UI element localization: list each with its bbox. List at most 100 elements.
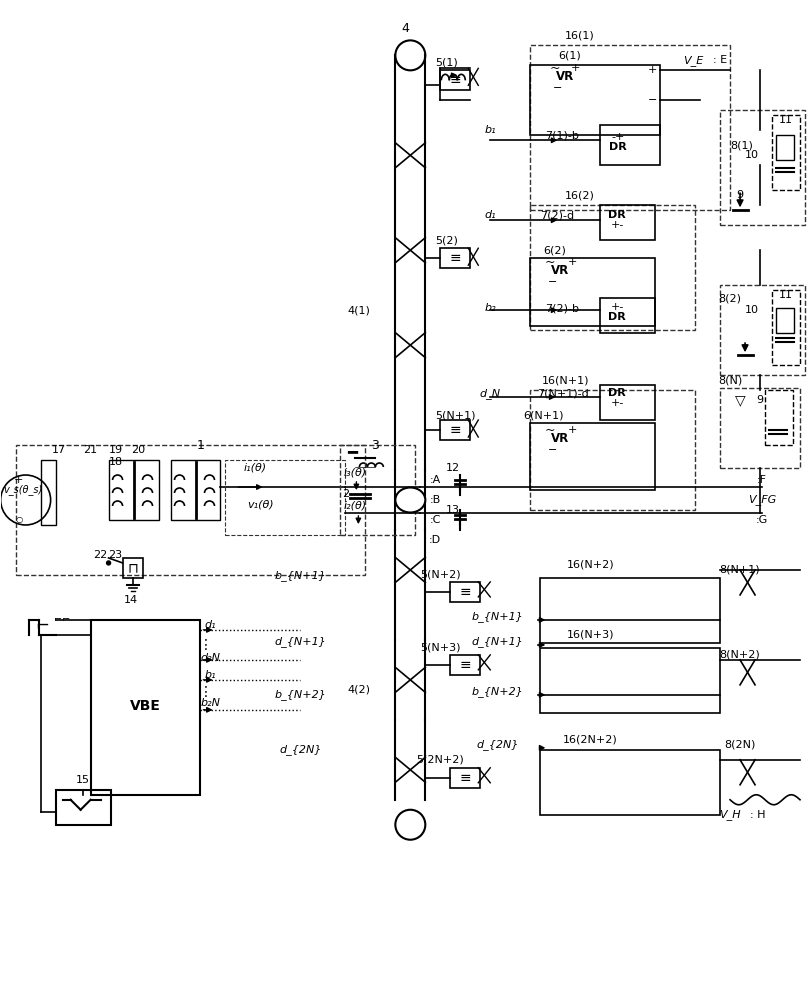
Text: b_{N+2}: b_{N+2}: [274, 689, 326, 700]
Text: −: −: [553, 83, 562, 93]
Text: DR: DR: [608, 210, 626, 220]
Bar: [530, 45, 730, 210]
Bar: [720, 110, 805, 225]
Text: 9: 9: [756, 395, 764, 405]
Ellipse shape: [396, 488, 426, 512]
Text: +: +: [567, 425, 577, 435]
Bar: [56, 790, 111, 825]
Text: :F: :F: [757, 475, 767, 485]
Text: 5(2): 5(2): [435, 235, 458, 245]
Text: 4(2): 4(2): [347, 685, 371, 695]
Text: ≡: ≡: [450, 251, 461, 265]
Text: 16(N+3): 16(N+3): [566, 630, 614, 640]
Text: d₁: d₁: [205, 620, 216, 630]
Text: 8(2N): 8(2N): [724, 740, 756, 750]
Text: d₂N: d₂N: [201, 653, 221, 663]
Text: V_H: V_H: [719, 809, 741, 820]
Text: ⌐⌐: ⌐⌐: [54, 613, 70, 623]
Bar: [720, 285, 805, 375]
Text: d_{2N}: d_{2N}: [279, 744, 322, 755]
Text: DR: DR: [608, 388, 626, 398]
Text: : H: : H: [750, 810, 766, 820]
Text: −: −: [548, 445, 557, 455]
Text: 6(2): 6(2): [543, 245, 566, 255]
Text: 5(1): 5(1): [435, 57, 458, 67]
Bar: [600, 385, 655, 420]
Bar: [226, 460, 345, 535]
Text: ≡: ≡: [450, 423, 461, 437]
Text: d₁: d₁: [485, 210, 496, 220]
Text: 5(N+2): 5(N+2): [420, 570, 460, 580]
Text: ~: ~: [545, 424, 556, 437]
Text: : E: : E: [713, 55, 727, 65]
Text: 6(1): 6(1): [558, 50, 581, 60]
Bar: [341, 445, 415, 535]
Bar: [772, 115, 800, 190]
Text: ≡: ≡: [460, 585, 471, 599]
Text: +-: +-: [611, 398, 624, 408]
Text: 7(1)-b: 7(1)-b: [545, 130, 579, 140]
Text: 5(2N+2): 5(2N+2): [417, 755, 464, 765]
Text: ━: ━: [347, 443, 358, 461]
Text: ≡: ≡: [460, 658, 471, 672]
Bar: [600, 205, 655, 240]
Text: b_{N+1}: b_{N+1}: [274, 570, 326, 581]
Text: 5(N+3): 5(N+3): [420, 643, 460, 653]
Text: VBE: VBE: [130, 699, 161, 713]
Text: :B: :B: [430, 495, 441, 505]
Bar: [776, 135, 794, 160]
Text: 7(2)-b: 7(2)-b: [545, 303, 579, 313]
Text: V_FG: V_FG: [748, 495, 776, 505]
Text: 5(N+1): 5(N+1): [435, 410, 476, 420]
Bar: [530, 205, 695, 330]
Text: ○: ○: [15, 515, 23, 524]
Text: 4: 4: [401, 22, 409, 35]
Bar: [530, 423, 655, 490]
Bar: [451, 582, 481, 602]
Bar: [720, 388, 800, 468]
Text: −: −: [548, 277, 557, 287]
Text: ≡: ≡: [460, 771, 471, 785]
Text: ≡: ≡: [450, 73, 461, 87]
Bar: [91, 620, 201, 795]
Text: +-: +-: [611, 302, 624, 312]
Bar: [108, 460, 159, 520]
Text: +: +: [567, 257, 577, 267]
Bar: [540, 648, 720, 713]
Text: DR: DR: [609, 142, 627, 152]
Bar: [440, 248, 470, 268]
Text: 8(1): 8(1): [730, 140, 753, 150]
Text: 18: 18: [108, 457, 123, 467]
Text: b₁: b₁: [485, 125, 496, 135]
Text: 8(N): 8(N): [718, 375, 742, 385]
Text: ~: ~: [550, 62, 561, 75]
Bar: [122, 558, 142, 578]
Text: i₁(θ): i₁(θ): [244, 462, 267, 472]
Text: 16(2N+2): 16(2N+2): [563, 735, 617, 745]
Text: 20: 20: [132, 445, 146, 455]
Text: 16(2): 16(2): [565, 190, 595, 200]
Bar: [440, 420, 470, 440]
Bar: [776, 308, 794, 333]
Text: +: +: [14, 475, 23, 485]
Text: 17: 17: [52, 445, 66, 455]
Text: 10: 10: [745, 305, 759, 315]
Bar: [451, 655, 481, 675]
Text: :A: :A: [430, 475, 441, 485]
Text: 1: 1: [197, 439, 205, 452]
Text: ⊓: ⊓: [127, 561, 138, 575]
Text: 13: 13: [447, 505, 460, 515]
Text: d_{2N}: d_{2N}: [476, 739, 519, 750]
Bar: [171, 460, 221, 520]
Text: 11: 11: [779, 115, 793, 125]
Text: 12: 12: [447, 463, 460, 473]
Text: 22: 22: [94, 550, 108, 560]
Bar: [451, 768, 481, 788]
Text: +-: +-: [611, 220, 624, 230]
Text: V_E: V_E: [683, 55, 703, 66]
Text: b₂: b₂: [485, 303, 496, 313]
Text: d_N: d_N: [480, 388, 501, 399]
Text: 16(N+2): 16(N+2): [566, 560, 614, 570]
Text: b₁: b₁: [205, 670, 216, 680]
Text: ⋮: ⋮: [198, 638, 213, 652]
